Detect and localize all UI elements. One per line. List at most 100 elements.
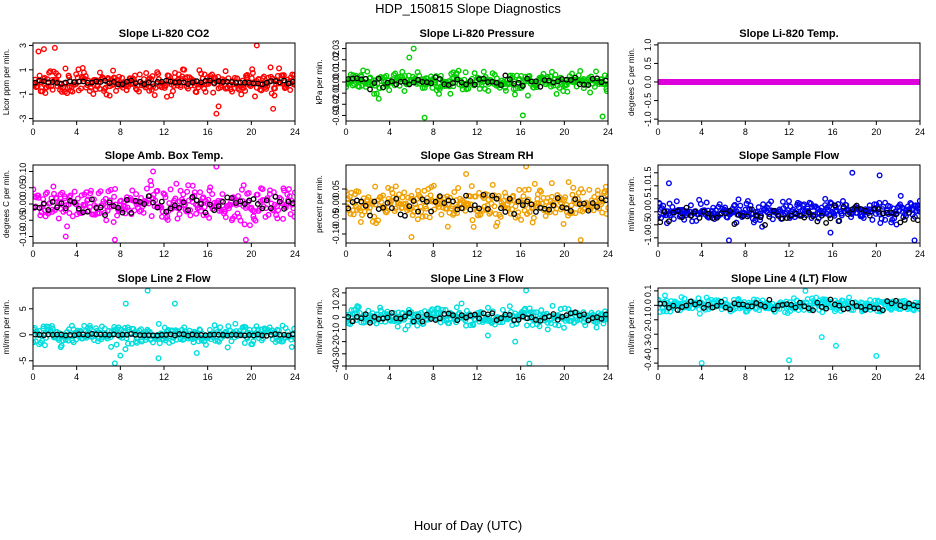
reference-point [585, 207, 592, 214]
reference-point [268, 205, 274, 212]
data-point [33, 80, 36, 87]
reference-point [388, 205, 395, 211]
data-point [103, 91, 110, 98]
reference-point [428, 208, 435, 215]
data-point-outlier [40, 46, 47, 53]
reference-point [137, 198, 143, 205]
data-point [491, 203, 498, 210]
data-point [399, 194, 406, 201]
data-point [525, 186, 532, 193]
data-point [67, 192, 74, 199]
data-point [462, 69, 469, 76]
data-point [245, 189, 252, 196]
data-point [666, 200, 673, 207]
data-point [882, 216, 889, 223]
data-point-outlier [111, 236, 118, 243]
data-point [354, 310, 361, 317]
y-tick-label: 0.0 [643, 76, 653, 89]
reference-point [115, 204, 122, 211]
y-tick-label: 5 [18, 306, 28, 311]
reference-point [502, 72, 509, 79]
data-point-outlier [876, 172, 883, 179]
reference-point [419, 196, 426, 203]
panel-7: Slope Line 2 Flow ml/min per min. 0 4 8 12 16 2… [2, 273, 300, 382]
reference-point [141, 201, 148, 208]
data-point [258, 87, 265, 94]
data-point [593, 324, 600, 331]
data-point [485, 304, 492, 311]
data-point [562, 194, 569, 201]
y-axis-label: Licor ppm per min. [2, 49, 11, 115]
data-point-outlier [62, 233, 69, 240]
data-point [529, 219, 536, 226]
data-point [242, 324, 249, 331]
x-tick-label: 8 [118, 127, 123, 137]
reference-point [515, 316, 522, 323]
panel-title: Slope Li-820 Pressure [420, 28, 535, 40]
reference-point [814, 299, 821, 306]
data-point [564, 88, 571, 95]
data-point-outlier [523, 165, 530, 170]
data-point [401, 189, 408, 196]
data-point [222, 214, 229, 221]
reference-point [792, 304, 799, 311]
panel-title: Slope Li-820 CO2 [119, 28, 209, 40]
data-point [50, 183, 57, 190]
reference-point [674, 208, 681, 215]
series-points [346, 165, 608, 243]
data-point [237, 217, 244, 224]
data-point [125, 340, 132, 347]
data-point [40, 323, 47, 330]
y-tick-label: -0.03 [331, 105, 341, 126]
data-point [500, 197, 507, 204]
reference-point [471, 202, 478, 209]
data-point [430, 182, 437, 189]
reference-point [371, 313, 378, 320]
data-point [251, 93, 258, 100]
data-point [469, 217, 476, 224]
data-point [221, 208, 228, 215]
reference-point [748, 206, 755, 213]
data-point [45, 83, 52, 90]
panel-9: Slope Line 4 (LT) Flow ml/min per min. 0 4 8… [627, 273, 925, 382]
reference-point [250, 196, 257, 203]
x-tick-label: 16 [828, 249, 838, 259]
data-point [246, 222, 253, 229]
data-point [189, 182, 196, 189]
data-point [386, 87, 393, 94]
reference-point [145, 193, 152, 200]
reference-point [511, 211, 518, 217]
reference-point [840, 203, 847, 210]
reference-point [45, 207, 52, 213]
reference-point [567, 77, 574, 83]
x-tick-label: 8 [431, 249, 436, 259]
data-point [224, 344, 231, 351]
panel-2: Slope Li-820 Pressure kPa per min. 0 4 8 12 16… [315, 28, 613, 137]
reference-point [371, 80, 378, 87]
data-point [377, 307, 384, 314]
series-points [33, 288, 295, 366]
reference-point [415, 76, 421, 83]
reference-point [533, 208, 539, 215]
reference-point [367, 86, 373, 93]
reference-point [770, 207, 777, 214]
reference-point [406, 310, 413, 316]
data-point [785, 198, 792, 205]
reference-point [163, 208, 170, 215]
reference-point [661, 208, 668, 215]
data-point [41, 342, 48, 349]
data-point [346, 188, 349, 195]
data-point [378, 198, 385, 205]
data-point [122, 210, 129, 217]
data-point [523, 322, 530, 329]
data-point [78, 192, 85, 199]
reference-point [259, 205, 266, 212]
data-point [195, 338, 202, 345]
data-point [292, 336, 295, 343]
x-tick-label: 24 [915, 127, 925, 137]
data-point [69, 88, 76, 95]
reference-point [594, 75, 601, 82]
data-point [161, 191, 168, 198]
reference-point [402, 78, 408, 85]
x-tick-label: 12 [472, 249, 482, 259]
